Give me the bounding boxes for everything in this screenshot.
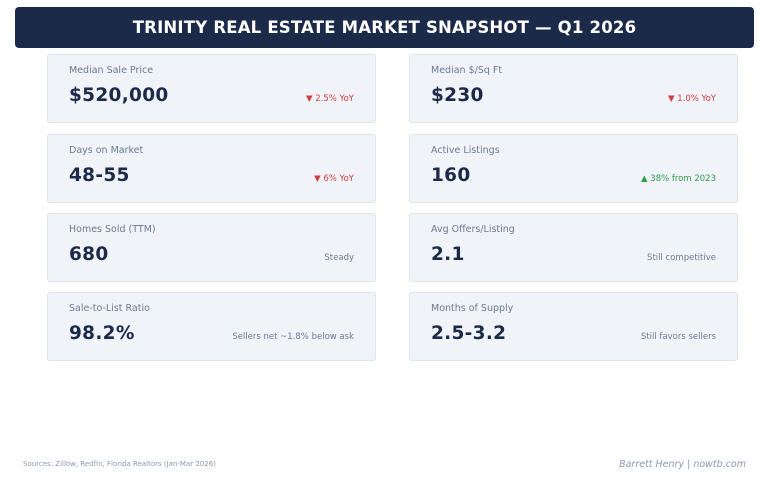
metric-card-median-price-per-sqft: Median $/Sq Ft $230 ▼ 1.0% YoY (409, 54, 738, 123)
metric-card-avg-offers: Avg Offers/Listing 2.1 Still competitive (409, 213, 738, 282)
metric-label: Median Sale Price (69, 65, 154, 76)
metric-card-median-sale-price: Median Sale Price $520,000 ▼ 2.5% YoY (47, 54, 376, 123)
metric-change: ▼ 2.5% YoY (306, 94, 354, 104)
metric-label: Sale-to-List Ratio (69, 303, 150, 314)
metric-value: 98.2% (69, 323, 135, 344)
metric-value: 48-55 (69, 165, 130, 186)
metric-card-days-on-market: Days on Market 48-55 ▼ 6% YoY (47, 134, 376, 203)
metric-card-months-of-supply: Months of Supply 2.5-3.2 Still favors se… (409, 292, 738, 361)
metric-change: ▼ 1.0% YoY (668, 94, 716, 104)
metric-value: 2.1 (431, 244, 465, 265)
metric-value: $230 (431, 85, 484, 106)
metric-card-sale-to-list: Sale-to-List Ratio 98.2% Sellers net ~1.… (47, 292, 376, 361)
metric-change: Still competitive (647, 253, 716, 263)
metric-change: Steady (324, 253, 354, 263)
metric-value: 2.5-3.2 (431, 323, 507, 344)
sources-note: Sources: Zillow, Redfin, Florida Realtor… (23, 460, 216, 468)
metric-label: Median $/Sq Ft (431, 65, 503, 76)
page-title: TRINITY REAL ESTATE MARKET SNAPSHOT — Q1… (132, 18, 637, 37)
metric-value: $520,000 (69, 85, 169, 106)
metric-label: Homes Sold (TTM) (69, 224, 156, 235)
metric-value: 680 (69, 244, 109, 265)
metric-change: ▼ 6% YoY (314, 174, 354, 184)
metric-change: Still favors sellers (640, 332, 716, 342)
metric-label: Days on Market (69, 145, 144, 156)
metric-change: ▲ 38% from 2023 (641, 174, 716, 184)
metric-label: Months of Supply (431, 303, 514, 314)
metric-change: Sellers net ~1.8% below ask (232, 332, 354, 342)
metric-value: 160 (431, 165, 471, 186)
metric-card-active-listings: Active Listings 160 ▲ 38% from 2023 (409, 134, 738, 203)
author-credit: Barrett Henry | nowtb.com (619, 459, 746, 470)
metric-card-homes-sold: Homes Sold (TTM) 680 Steady (47, 213, 376, 282)
metric-label: Avg Offers/Listing (431, 224, 515, 235)
header-banner: TRINITY REAL ESTATE MARKET SNAPSHOT — Q1… (15, 7, 754, 48)
metric-label: Active Listings (431, 145, 500, 156)
